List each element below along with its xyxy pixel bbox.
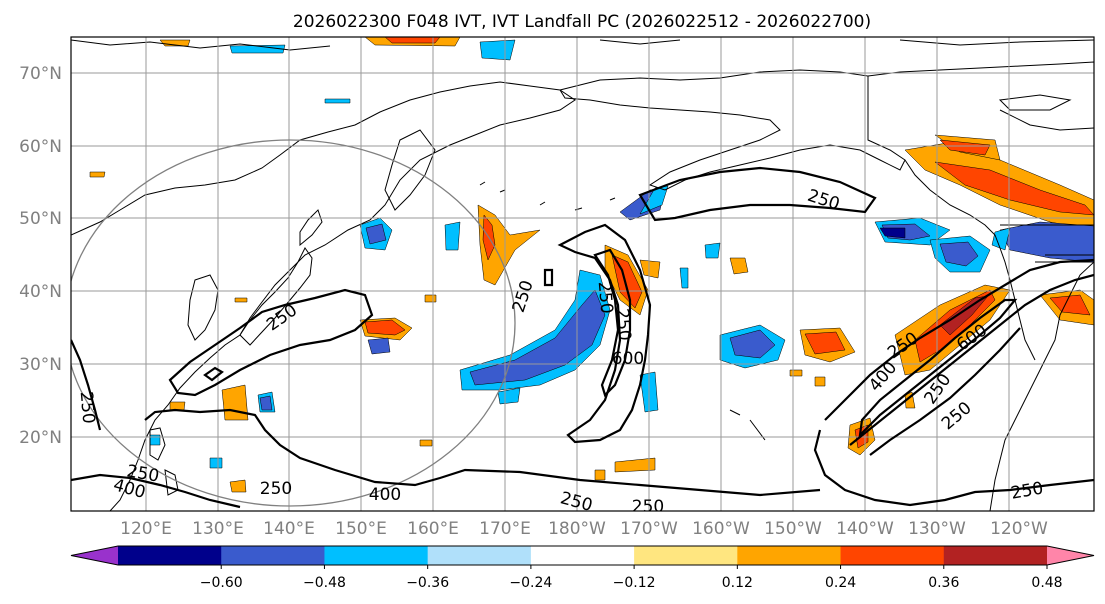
colorbar-segment: [737, 546, 842, 565]
coastlines: [71, 39, 1094, 511]
region-circle: [71, 139, 516, 507]
colorbar-segment: [221, 546, 325, 565]
contour-label: 250: [260, 479, 292, 499]
map-border: [70, 36, 1095, 512]
lat-label: 30°N: [19, 355, 62, 375]
colorbar-segment: [530, 546, 635, 565]
colorbar-segment: [324, 546, 429, 565]
colorbar-tick-label: −0.36: [406, 575, 449, 591]
colorbar-tick-label: −0.24: [509, 575, 552, 591]
colorbar-tick-label: 0.12: [722, 575, 753, 591]
lon-label: 160°W: [692, 519, 750, 539]
colorbar-tick-label: −0.60: [200, 575, 243, 591]
colorbar-tick-label: 0.48: [1031, 575, 1062, 591]
pc-shading: [89, 37, 1094, 493]
lon-label: 170°W: [620, 519, 678, 539]
lat-label: 50°N: [19, 209, 62, 229]
colorbar-tick-label: 0.36: [928, 575, 959, 591]
contour-label: 600: [612, 349, 644, 369]
map-content: 250 250 250 250 250 250 250 250 250 250 …: [71, 37, 1094, 517]
ivt-contours: [71, 166, 1094, 509]
lat-label: 60°N: [19, 137, 62, 157]
colorbar-extend-max: [1047, 546, 1094, 565]
contour-label: 250: [594, 281, 617, 315]
lon-label: 150°W: [764, 519, 822, 539]
colorbar-segment: [118, 546, 222, 565]
lat-labels: 70°N 60°N 50°N 40°N 30°N 20°N: [19, 64, 62, 448]
contour-label: 250: [632, 497, 664, 517]
colorbar: −0.60 −0.48 −0.36 −0.24 −0.12 0.12 0.24 0.36 0.4…: [70, 545, 1095, 591]
colorbar-outline: [70, 545, 1095, 566]
colorbar-tick-label: −0.48: [303, 575, 346, 591]
colorbar-segment: [634, 546, 738, 565]
colorbar-segment: [943, 546, 1048, 565]
colorbar-segment: [427, 546, 532, 565]
lon-label: 140°W: [836, 519, 894, 539]
lon-label: 130°E: [192, 519, 244, 539]
colorbar-tick-label: −0.12: [613, 575, 656, 591]
lon-label: 170°E: [479, 519, 531, 539]
contour-label: 250: [612, 308, 635, 342]
map-title: 2026022300 F048 IVT, IVT Landfall PC (20…: [293, 12, 871, 32]
contour-label: 400: [369, 485, 401, 505]
contour-label: 250: [76, 391, 99, 425]
lon-label: 150°E: [335, 519, 387, 539]
lat-label: 20°N: [19, 428, 62, 448]
colorbar-tick-label: 0.24: [825, 575, 856, 591]
lat-label: 40°N: [19, 282, 62, 302]
colorbar-extend-min: [71, 546, 118, 565]
lon-label: 180°W: [548, 519, 606, 539]
lon-labels: 120°E 130°E 140°E 150°E 160°E 170°E 180°…: [120, 519, 1048, 539]
lat-label: 70°N: [19, 64, 62, 84]
contour-label: 250: [558, 488, 595, 516]
lon-label: 160°E: [407, 519, 459, 539]
lon-label: 140°E: [263, 519, 315, 539]
colorbar-segment: [840, 546, 945, 565]
lon-label: 130°W: [908, 519, 966, 539]
lon-label: 120°E: [120, 519, 172, 539]
lon-label: 120°W: [990, 519, 1048, 539]
